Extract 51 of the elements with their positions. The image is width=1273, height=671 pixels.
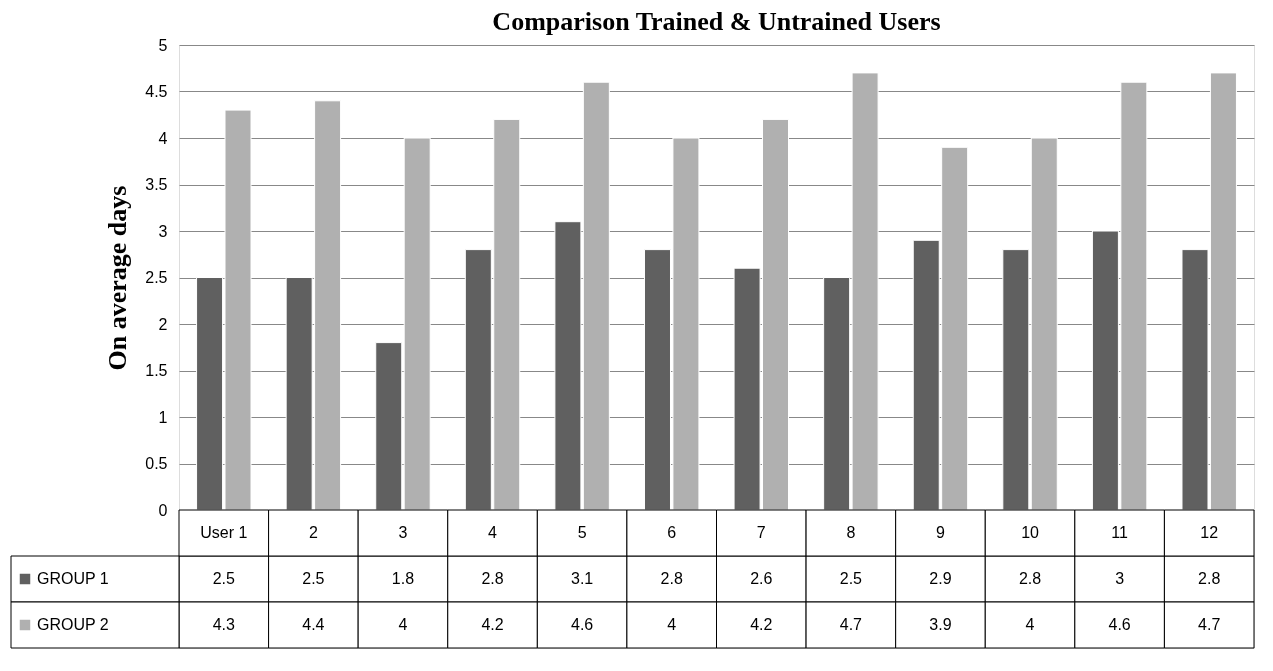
data-label: 1.8 — [391, 570, 415, 587]
y-axis-title: On average days — [103, 185, 133, 371]
x-tick-label: 11 — [1111, 524, 1129, 541]
x-tick-label: 4 — [488, 524, 498, 541]
y-tick-label: 0.5 — [145, 455, 168, 472]
chart-title: Comparison Trained & Untrained Users — [492, 7, 941, 36]
x-tick-label: User 1 — [200, 524, 248, 541]
x-tick-label: 12 — [1200, 524, 1219, 541]
x-tick-label: 9 — [936, 524, 946, 541]
x-tick-label: 10 — [1021, 524, 1040, 541]
data-label: 4.4 — [302, 616, 325, 633]
y-tick-label: 1 — [158, 408, 168, 426]
data-label: 4 — [667, 616, 677, 633]
data-label: 3.9 — [929, 616, 952, 633]
y-tick-label: 2.5 — [145, 269, 168, 286]
y-tick-label: 3 — [158, 222, 168, 240]
data-label: 2.5 — [302, 570, 325, 587]
data-label: 2.6 — [750, 570, 773, 587]
x-tick-label: 3 — [398, 524, 408, 541]
data-label: 3 — [1115, 570, 1125, 587]
legend-label: GROUP 1 — [37, 570, 109, 587]
data-label: 4 — [398, 616, 408, 633]
data-label: 4.3 — [212, 616, 236, 633]
y-tick-label: 5 — [158, 36, 168, 54]
data-label: 4.2 — [481, 616, 504, 633]
legend-label: GROUP 2 — [37, 616, 109, 633]
y-tick-label: 3.5 — [145, 176, 168, 193]
y-tick-label: 4 — [158, 129, 168, 147]
y-tick-label: 2 — [158, 315, 168, 333]
data-label: 2.5 — [212, 570, 236, 587]
data-label: 4 — [1025, 616, 1035, 633]
data-label: 3.1 — [571, 570, 594, 587]
data-label: 2.8 — [481, 570, 504, 587]
x-tick-label: 8 — [846, 524, 856, 541]
data-label: 2.8 — [1018, 570, 1042, 587]
data-label: 4.2 — [750, 616, 773, 633]
data-label: 4.7 — [1198, 616, 1221, 633]
y-tick-label: 1.5 — [145, 362, 168, 379]
x-tick-label: 7 — [756, 524, 766, 541]
data-label: 4.7 — [839, 616, 863, 633]
x-tick-label: 6 — [667, 524, 677, 541]
data-label: 2.5 — [839, 570, 863, 587]
x-tick-label: 2 — [308, 524, 318, 541]
data-label: 2.8 — [1198, 570, 1221, 587]
data-label: 4.6 — [1108, 616, 1131, 633]
y-tick-label: 0 — [158, 501, 168, 519]
data-label: 4.6 — [571, 616, 594, 633]
data-label: 2.8 — [660, 570, 683, 587]
x-tick-label: 5 — [577, 524, 587, 541]
y-tick-label: 4.5 — [145, 83, 168, 100]
data-label: 2.9 — [929, 570, 952, 587]
